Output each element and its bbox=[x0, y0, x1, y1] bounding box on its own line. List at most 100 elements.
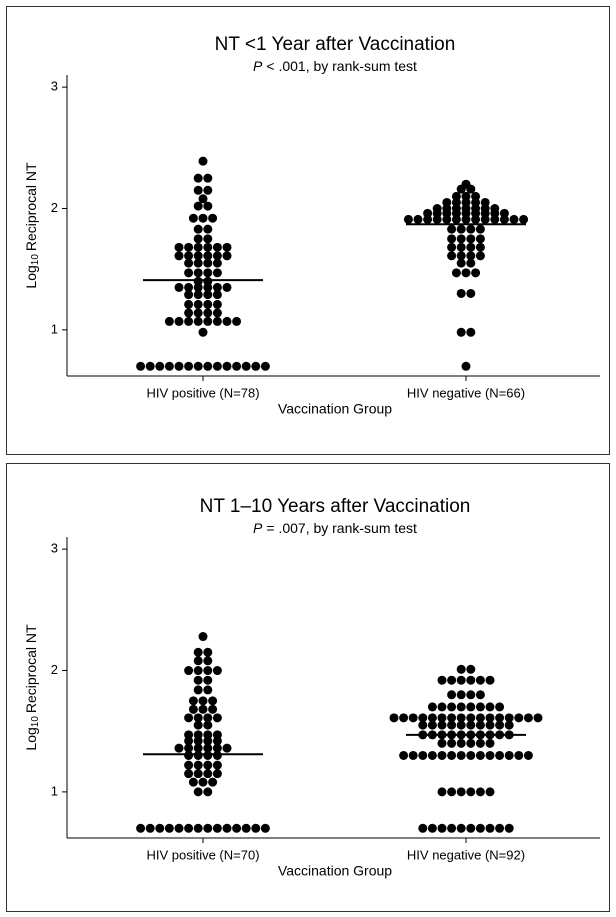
data-dot bbox=[193, 675, 203, 685]
data-dot bbox=[193, 282, 203, 292]
data-dot bbox=[203, 647, 213, 657]
y-label-subscript: 10 bbox=[30, 254, 41, 266]
data-dot bbox=[471, 214, 481, 224]
data-dot bbox=[260, 361, 270, 371]
data-dot bbox=[447, 750, 457, 760]
data-dot bbox=[456, 664, 466, 674]
data-dot bbox=[222, 251, 232, 261]
data-dot bbox=[193, 308, 203, 318]
data-dot bbox=[475, 242, 485, 252]
data-dot bbox=[193, 258, 203, 268]
data-dot bbox=[212, 299, 222, 309]
data-dot bbox=[212, 713, 222, 723]
data-dot bbox=[203, 713, 213, 723]
data-dot bbox=[203, 224, 213, 234]
data-dot bbox=[184, 282, 194, 292]
data-dot bbox=[485, 720, 495, 730]
data-dot bbox=[466, 242, 476, 252]
data-dot bbox=[174, 316, 184, 326]
data-dot bbox=[193, 760, 203, 770]
data-dot bbox=[203, 666, 213, 676]
data-dot bbox=[184, 316, 194, 326]
data-dot bbox=[203, 769, 213, 779]
data-dot bbox=[471, 268, 481, 278]
data-dot bbox=[437, 713, 447, 723]
data-dot bbox=[437, 720, 447, 730]
data-dot bbox=[198, 213, 208, 223]
data-dot bbox=[198, 777, 208, 787]
data-dot bbox=[451, 268, 461, 278]
data-dot bbox=[193, 656, 203, 666]
data-dot bbox=[184, 736, 194, 746]
data-dot bbox=[198, 696, 208, 706]
data-dot bbox=[495, 750, 505, 760]
data-dot bbox=[399, 713, 409, 723]
data-dot bbox=[136, 361, 146, 371]
data-dot bbox=[208, 777, 218, 787]
data-dot bbox=[193, 316, 203, 326]
data-dot bbox=[198, 704, 208, 714]
data-dot bbox=[427, 702, 437, 712]
data-dot bbox=[456, 738, 466, 748]
data-dot bbox=[203, 760, 213, 770]
data-dot bbox=[418, 823, 428, 833]
y-tick-label: 3 bbox=[51, 79, 58, 94]
data-dot bbox=[456, 787, 466, 797]
data-dot bbox=[447, 738, 457, 748]
data-dot bbox=[475, 690, 485, 700]
data-dot bbox=[212, 308, 222, 318]
data-dot bbox=[193, 787, 203, 797]
data-dot bbox=[203, 290, 213, 300]
data-dot bbox=[456, 675, 466, 685]
data-dot bbox=[466, 738, 476, 748]
data-dot bbox=[203, 234, 213, 244]
data-dot bbox=[222, 743, 232, 753]
subtitle-text: < .001, by rank-sum test bbox=[266, 58, 417, 74]
data-dot bbox=[456, 702, 466, 712]
data-dot bbox=[447, 251, 457, 261]
data-dot bbox=[466, 690, 476, 700]
data-dot bbox=[174, 251, 184, 261]
data-dot bbox=[485, 738, 495, 748]
data-dot bbox=[222, 316, 232, 326]
x-tick-label: HIV negative (N=66) bbox=[407, 385, 525, 400]
data-dot bbox=[193, 224, 203, 234]
data-dot bbox=[447, 787, 457, 797]
data-dot bbox=[232, 361, 242, 371]
data-dot bbox=[193, 173, 203, 183]
data-dot bbox=[203, 656, 213, 666]
data-dot bbox=[212, 736, 222, 746]
data-dot bbox=[203, 258, 213, 268]
data-dot bbox=[203, 743, 213, 753]
data-dot bbox=[485, 750, 495, 760]
data-dot bbox=[466, 224, 476, 234]
data-dot bbox=[466, 823, 476, 833]
data-dot bbox=[466, 234, 476, 244]
data-dot bbox=[193, 743, 203, 753]
data-dot bbox=[466, 787, 476, 797]
data-dot bbox=[241, 361, 251, 371]
data-dot bbox=[466, 288, 476, 298]
data-dot bbox=[523, 750, 533, 760]
data-dot bbox=[495, 713, 505, 723]
data-dot bbox=[241, 823, 251, 833]
data-dot bbox=[475, 224, 485, 234]
data-dot bbox=[466, 702, 476, 712]
data-dot bbox=[184, 361, 194, 371]
data-dot bbox=[456, 224, 466, 234]
data-dot bbox=[203, 750, 213, 760]
data-dot bbox=[480, 214, 490, 224]
data-dot bbox=[533, 713, 543, 723]
data-dot bbox=[184, 251, 194, 261]
data-dot bbox=[509, 214, 519, 224]
data-dot bbox=[495, 823, 505, 833]
data-dot bbox=[499, 214, 509, 224]
data-dot bbox=[447, 675, 457, 685]
data-dot bbox=[198, 327, 208, 337]
data-dot bbox=[203, 787, 213, 797]
data-dot bbox=[184, 713, 194, 723]
data-dot bbox=[188, 213, 198, 223]
data-dot bbox=[164, 823, 174, 833]
data-dot bbox=[504, 713, 514, 723]
data-dot bbox=[418, 713, 428, 723]
